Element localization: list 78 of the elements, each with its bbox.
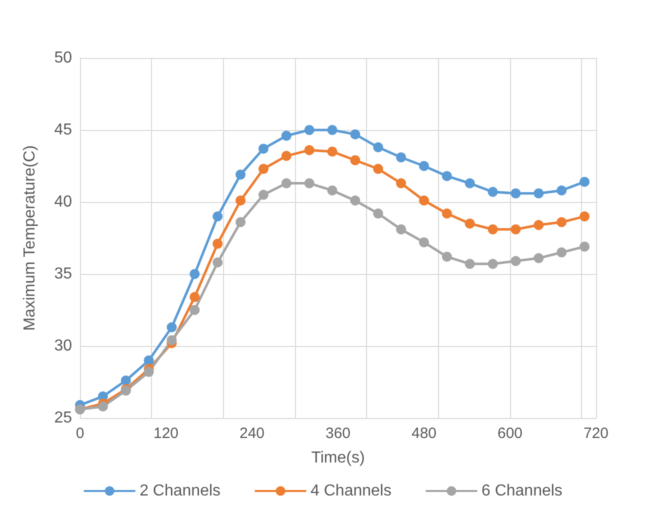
point bbox=[419, 196, 429, 206]
x-axis-title: Time(s) bbox=[311, 450, 365, 466]
y-tick-label: 40 bbox=[54, 194, 72, 210]
point bbox=[304, 145, 314, 156]
point bbox=[281, 130, 292, 141]
point bbox=[580, 242, 590, 252]
legend-label: 4 Channels bbox=[310, 482, 392, 500]
x-tick-label: 720 bbox=[583, 425, 609, 442]
point bbox=[510, 224, 521, 234]
x-tick-label: 0 bbox=[76, 425, 84, 442]
point bbox=[236, 196, 246, 206]
point bbox=[120, 376, 131, 386]
y-tick-label: 35 bbox=[54, 266, 72, 282]
point bbox=[236, 170, 246, 180]
point bbox=[419, 161, 429, 171]
point bbox=[534, 188, 544, 198]
point bbox=[258, 190, 268, 200]
point bbox=[190, 305, 200, 315]
point bbox=[580, 176, 590, 187]
x-tick-label: 120 bbox=[153, 425, 179, 442]
legend-label: 2 Channels bbox=[140, 482, 221, 500]
x-tick-label: 240 bbox=[239, 425, 265, 442]
point bbox=[327, 185, 338, 196]
point bbox=[396, 224, 406, 234]
point bbox=[580, 211, 590, 222]
point bbox=[258, 144, 268, 154]
point bbox=[464, 218, 475, 229]
point bbox=[166, 322, 177, 332]
y-tick-label: 25 bbox=[54, 410, 72, 426]
x-tick-label: 600 bbox=[497, 425, 523, 442]
point bbox=[556, 217, 567, 228]
point bbox=[144, 366, 154, 377]
point bbox=[534, 253, 544, 264]
point bbox=[510, 188, 521, 198]
point bbox=[464, 258, 475, 269]
point bbox=[488, 258, 498, 269]
point bbox=[396, 178, 406, 188]
point bbox=[281, 178, 292, 188]
point bbox=[488, 186, 498, 197]
point bbox=[281, 150, 292, 161]
point bbox=[373, 142, 384, 152]
point bbox=[350, 155, 360, 166]
point bbox=[190, 269, 200, 279]
point bbox=[166, 335, 177, 346]
point bbox=[488, 224, 498, 234]
point bbox=[144, 355, 154, 366]
point bbox=[258, 164, 268, 174]
point bbox=[190, 292, 200, 302]
point bbox=[442, 252, 452, 262]
point bbox=[464, 178, 475, 188]
point bbox=[396, 152, 406, 162]
y-tick-label: 45 bbox=[54, 122, 72, 138]
point bbox=[212, 257, 223, 268]
point bbox=[327, 146, 338, 157]
y-tick-label: 50 bbox=[54, 50, 72, 66]
point bbox=[236, 217, 246, 228]
point bbox=[556, 247, 567, 258]
y-tick-label: 30 bbox=[54, 338, 72, 354]
point bbox=[556, 185, 567, 196]
point bbox=[373, 208, 384, 219]
point bbox=[304, 178, 314, 188]
legend-label: 6 Channels bbox=[481, 482, 562, 500]
point bbox=[419, 237, 429, 248]
point bbox=[327, 125, 338, 135]
point bbox=[304, 125, 314, 135]
y-axis-title: Maximum Temperature(C) bbox=[22, 145, 38, 331]
point bbox=[534, 220, 544, 230]
x-tick-label: 360 bbox=[325, 425, 351, 442]
point bbox=[373, 164, 384, 174]
point bbox=[350, 196, 360, 206]
point bbox=[350, 129, 360, 140]
point bbox=[212, 211, 223, 222]
point bbox=[442, 171, 452, 182]
point bbox=[442, 208, 452, 219]
point bbox=[212, 238, 223, 249]
point bbox=[98, 401, 108, 412]
x-tick-label: 480 bbox=[411, 425, 437, 442]
point bbox=[510, 256, 521, 266]
